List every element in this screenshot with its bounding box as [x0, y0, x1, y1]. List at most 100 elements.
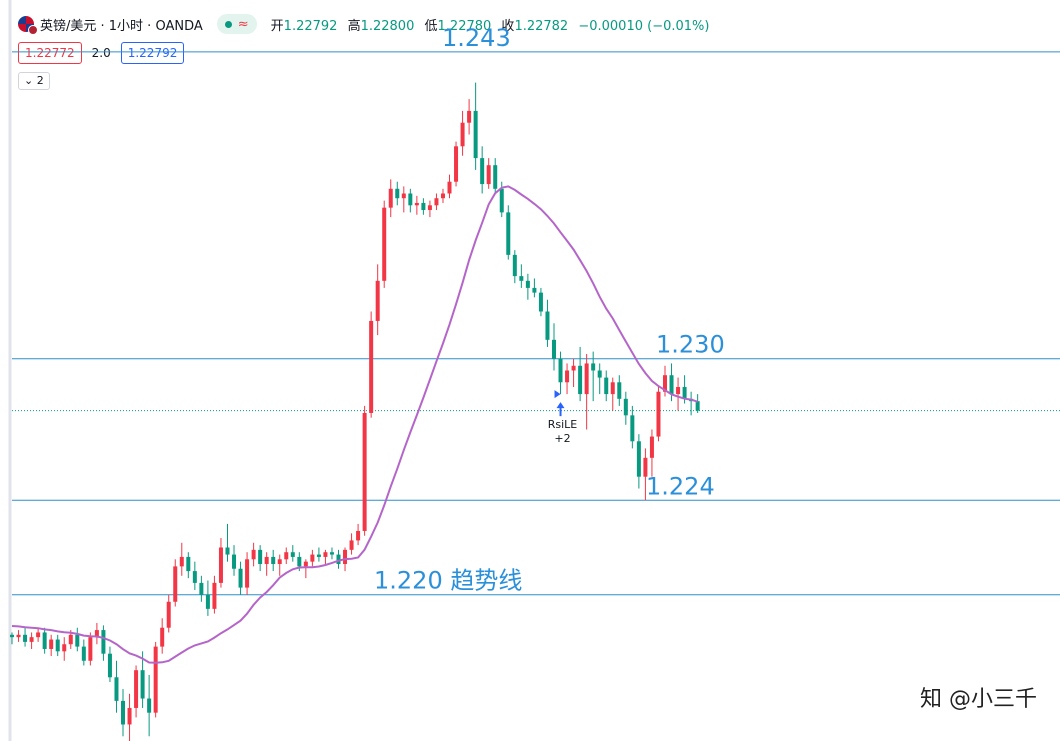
candle-body: [173, 566, 178, 602]
wave-icon: ≈: [237, 16, 249, 32]
candle: [689, 391, 694, 416]
candle-body: [545, 311, 550, 340]
candle: [23, 627, 28, 647]
candle-body: [225, 547, 230, 555]
candle-body: [147, 698, 152, 713]
candle-body: [610, 382, 615, 395]
chevron-down-icon: ⌄: [24, 74, 34, 87]
candle: [532, 278, 537, 298]
candle: [290, 545, 295, 562]
candle: [147, 674, 152, 737]
candle: [205, 580, 210, 616]
candle-body: [369, 320, 374, 413]
candle: [617, 375, 622, 406]
low-label: 低: [424, 18, 438, 34]
candle-body: [414, 202, 419, 206]
open-label: 开: [270, 18, 284, 34]
candle: [486, 158, 491, 189]
candle: [427, 200, 432, 218]
level-lines: 1.243 1.230 1.224 1.220 趋势线: [12, 24, 1060, 596]
candle-body: [532, 287, 537, 293]
candle: [643, 448, 648, 501]
candle: [192, 561, 197, 590]
candle: [382, 200, 387, 288]
candle-body: [375, 280, 380, 321]
candle: [186, 552, 191, 579]
candle: [375, 264, 380, 336]
candle: [258, 545, 263, 572]
candle: [369, 311, 374, 418]
candle-body: [238, 568, 243, 588]
candle: [349, 533, 354, 555]
candle: [160, 618, 165, 654]
candle-body: [232, 554, 237, 569]
candle-body: [127, 707, 132, 725]
candle: [551, 323, 556, 371]
candle: [525, 273, 530, 300]
candle-body: [395, 188, 400, 199]
candle-body: [329, 552, 334, 555]
candle-body: [682, 387, 687, 399]
candle-body: [277, 559, 282, 565]
candle: [454, 141, 459, 187]
candle-body: [81, 646, 86, 661]
candle-body: [617, 382, 622, 399]
open-value: 1.22792: [283, 18, 338, 34]
candle-body: [565, 370, 570, 383]
level-label-1: 1.230: [656, 331, 725, 359]
candle: [29, 632, 34, 649]
candle: [421, 198, 426, 215]
candle-body: [525, 280, 530, 288]
candle: [284, 547, 289, 565]
candle: [630, 405, 635, 449]
candle-body: [551, 339, 556, 359]
candle: [636, 434, 641, 489]
change-value: −0.00010 (−0.01%): [578, 18, 710, 34]
bid-ask-row: 1.22772 2.0 1.22792: [18, 42, 185, 64]
indicators-toggle-button[interactable]: ⌄ 2: [18, 72, 50, 90]
symbol-title[interactable]: 英镑/美元 · 1小时 · OANDA: [40, 18, 203, 34]
candle: [49, 634, 54, 657]
candle-body: [382, 207, 387, 281]
candle-body: [49, 639, 54, 649]
buy-price-button[interactable]: 1.22792: [120, 42, 185, 64]
candle: [578, 346, 583, 402]
candle-body: [179, 556, 184, 567]
candle: [440, 188, 445, 203]
candle: [218, 538, 223, 588]
candle-body: [271, 556, 276, 565]
market-status[interactable]: ≈: [216, 14, 257, 34]
sell-price-button[interactable]: 1.22772: [18, 42, 82, 64]
candle-body: [473, 110, 478, 159]
candle-body: [55, 639, 60, 652]
candle-body: [218, 547, 223, 583]
candle: [303, 559, 308, 579]
candle: [649, 429, 654, 477]
candle: [565, 363, 570, 395]
candle-body: [604, 377, 609, 395]
candle-body: [186, 556, 191, 572]
candle-body: [192, 571, 197, 583]
candle: [277, 554, 282, 576]
candle: [94, 623, 99, 645]
candle-body: [75, 634, 80, 647]
candle-body: [23, 634, 28, 642]
candle-body: [166, 601, 171, 628]
moving-average-line: [11, 185, 698, 664]
candle: [316, 547, 321, 562]
candle-body: [695, 401, 700, 411]
candle: [336, 549, 341, 569]
high-label: 高: [347, 18, 361, 34]
candle: [395, 181, 400, 206]
candle-body: [121, 700, 126, 725]
candle-body: [212, 582, 217, 609]
candle-body: [42, 632, 47, 649]
candle: [101, 625, 106, 661]
candle-body: [636, 441, 641, 477]
candle-body: [584, 363, 589, 395]
candle: [604, 370, 609, 402]
candle-body: [68, 634, 73, 645]
candle: [480, 146, 485, 194]
candle: [447, 174, 452, 199]
